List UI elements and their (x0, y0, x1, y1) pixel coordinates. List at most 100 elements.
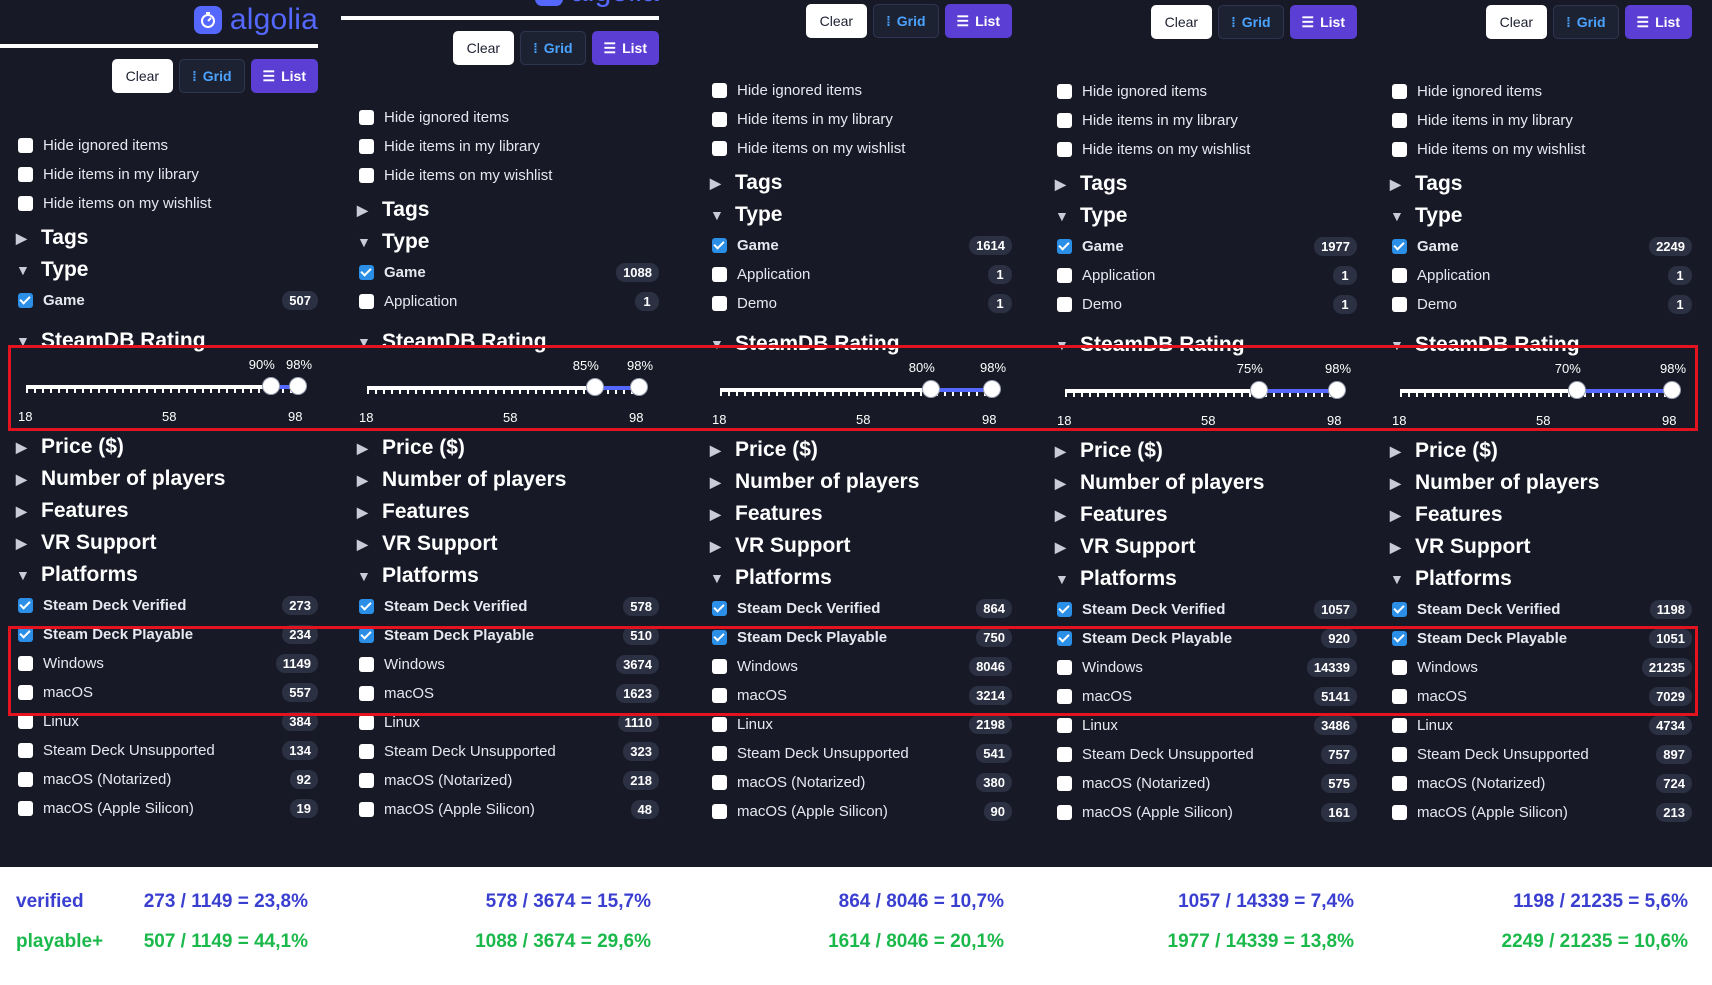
checkbox[interactable] (1057, 805, 1072, 820)
checkbox[interactable] (1392, 805, 1407, 820)
section-tags[interactable]: ▶ Tags (341, 194, 659, 226)
platform-option[interactable]: macOS (Apple Silicon) 90 (694, 797, 1012, 826)
type-option-application[interactable]: Application 1 (341, 287, 659, 316)
slider-high-handle[interactable] (983, 380, 1001, 398)
slider-high-handle[interactable] (1328, 381, 1346, 399)
slider-high-handle[interactable] (630, 378, 648, 396)
platform-option[interactable]: macOS (Notarized) 380 (694, 768, 1012, 797)
section-players[interactable]: ▶ Number of players (0, 463, 318, 495)
checkbox[interactable] (712, 601, 727, 616)
section-vr[interactable]: ▶ VR Support (1039, 531, 1357, 563)
checkbox[interactable] (1057, 660, 1072, 675)
checkbox[interactable] (1057, 718, 1072, 733)
grid-button[interactable]: ⁞ Grid (873, 4, 939, 38)
list-button[interactable]: ☰ List (591, 31, 659, 65)
platform-option[interactable]: Steam Deck Verified 578 (341, 592, 659, 621)
checkbox[interactable] (1057, 239, 1072, 254)
checkbox[interactable] (1392, 718, 1407, 733)
checkbox[interactable] (1392, 776, 1407, 791)
slider-high-handle[interactable] (289, 377, 307, 395)
section-players[interactable]: ▶ Number of players (341, 464, 659, 496)
hide-filter-checkbox[interactable]: Hide items in my library (0, 160, 318, 189)
hide-filter-checkbox[interactable]: Hide items on my wishlist (0, 189, 318, 218)
slider-high-handle[interactable] (1663, 381, 1681, 399)
hide-filter-checkbox[interactable]: Hide ignored items (694, 76, 1012, 105)
section-type[interactable]: ▼ Type (0, 254, 318, 286)
platform-option[interactable]: Windows 8046 (694, 652, 1012, 681)
platform-option[interactable]: Linux 2198 (694, 710, 1012, 739)
checkbox[interactable] (1392, 84, 1407, 99)
checkbox[interactable] (1392, 602, 1407, 617)
checkbox[interactable] (18, 772, 33, 787)
hide-filter-checkbox[interactable]: Hide items on my wishlist (341, 161, 659, 190)
rating-slider-track[interactable] (26, 377, 307, 395)
type-option-demo[interactable]: Demo 1 (694, 289, 1012, 318)
section-price[interactable]: ▶ Price ($) (694, 434, 1012, 466)
section-price[interactable]: ▶ Price ($) (341, 432, 659, 464)
platform-option[interactable]: Steam Deck Verified 1198 (1374, 595, 1692, 624)
section-players[interactable]: ▶ Number of players (1039, 467, 1357, 499)
platform-option[interactable]: Steam Deck Verified 1057 (1039, 595, 1357, 624)
section-vr[interactable]: ▶ VR Support (341, 528, 659, 560)
platform-option[interactable]: macOS (Notarized) 218 (341, 766, 659, 795)
type-option-demo[interactable]: Demo 1 (1374, 290, 1692, 319)
checkbox[interactable] (712, 630, 727, 645)
platform-option[interactable]: Windows 1149 (0, 649, 318, 678)
section-features[interactable]: ▶ Features (1039, 499, 1357, 531)
checkbox[interactable] (359, 110, 374, 125)
hide-filter-checkbox[interactable]: Hide ignored items (341, 103, 659, 132)
hide-filter-checkbox[interactable]: Hide items in my library (1374, 106, 1692, 135)
hide-filter-checkbox[interactable]: Hide ignored items (0, 131, 318, 160)
clear-button[interactable]: Clear (452, 31, 515, 65)
slider-low-handle[interactable] (1567, 381, 1586, 399)
list-button[interactable]: ☰ List (1624, 5, 1692, 39)
checkbox[interactable] (1392, 660, 1407, 675)
rating-slider-track[interactable] (720, 380, 1001, 398)
checkbox[interactable] (712, 775, 727, 790)
checkbox[interactable] (1392, 747, 1407, 762)
platform-option[interactable]: macOS 1623 (341, 679, 659, 708)
checkbox[interactable] (712, 238, 727, 253)
type-option-game[interactable]: Game 2249 (1374, 232, 1692, 261)
clear-button[interactable]: Clear (111, 59, 174, 93)
section-vr[interactable]: ▶ VR Support (0, 527, 318, 559)
checkbox[interactable] (18, 598, 33, 613)
grid-button[interactable]: ⁞ Grid (1218, 5, 1284, 39)
platform-option[interactable]: Steam Deck Unsupported 897 (1374, 740, 1692, 769)
checkbox[interactable] (1057, 747, 1072, 762)
platform-option[interactable]: Linux 1110 (341, 708, 659, 737)
platform-option[interactable]: macOS 557 (0, 678, 318, 707)
grid-button[interactable]: ⁞ Grid (1553, 5, 1619, 39)
checkbox[interactable] (712, 141, 727, 156)
platform-option[interactable]: Steam Deck Playable 920 (1039, 624, 1357, 653)
platform-option[interactable]: Windows 21235 (1374, 653, 1692, 682)
slider-low-handle[interactable] (585, 378, 604, 396)
section-tags[interactable]: ▶ Tags (0, 222, 318, 254)
checkbox[interactable] (359, 657, 374, 672)
hide-filter-checkbox[interactable]: Hide items on my wishlist (1374, 135, 1692, 164)
platform-option[interactable]: Steam Deck Playable 1051 (1374, 624, 1692, 653)
checkbox[interactable] (1057, 631, 1072, 646)
section-price[interactable]: ▶ Price ($) (0, 431, 318, 463)
section-features[interactable]: ▶ Features (0, 495, 318, 527)
checkbox[interactable] (712, 112, 727, 127)
platform-option[interactable]: Steam Deck Verified 273 (0, 591, 318, 620)
checkbox[interactable] (1057, 602, 1072, 617)
hide-filter-checkbox[interactable]: Hide items on my wishlist (694, 134, 1012, 163)
checkbox[interactable] (1392, 142, 1407, 157)
hide-filter-checkbox[interactable]: Hide ignored items (1374, 77, 1692, 106)
checkbox[interactable] (1057, 268, 1072, 283)
grid-button[interactable]: ⁞ Grid (179, 59, 245, 93)
checkbox[interactable] (359, 168, 374, 183)
type-option-application[interactable]: Application 1 (694, 260, 1012, 289)
platform-option[interactable]: Steam Deck Playable 510 (341, 621, 659, 650)
checkbox[interactable] (359, 802, 374, 817)
platform-option[interactable]: Steam Deck Playable 234 (0, 620, 318, 649)
section-platforms[interactable]: ▼ Platforms (694, 562, 1012, 594)
checkbox[interactable] (1392, 239, 1407, 254)
section-rating[interactable]: ▼ SteamDB Rating (694, 328, 1012, 360)
platform-option[interactable]: Steam Deck Verified 864 (694, 594, 1012, 623)
section-tags[interactable]: ▶ Tags (1039, 168, 1357, 200)
section-tags[interactable]: ▶ Tags (1374, 168, 1692, 200)
type-option-application[interactable]: Application 1 (1039, 261, 1357, 290)
